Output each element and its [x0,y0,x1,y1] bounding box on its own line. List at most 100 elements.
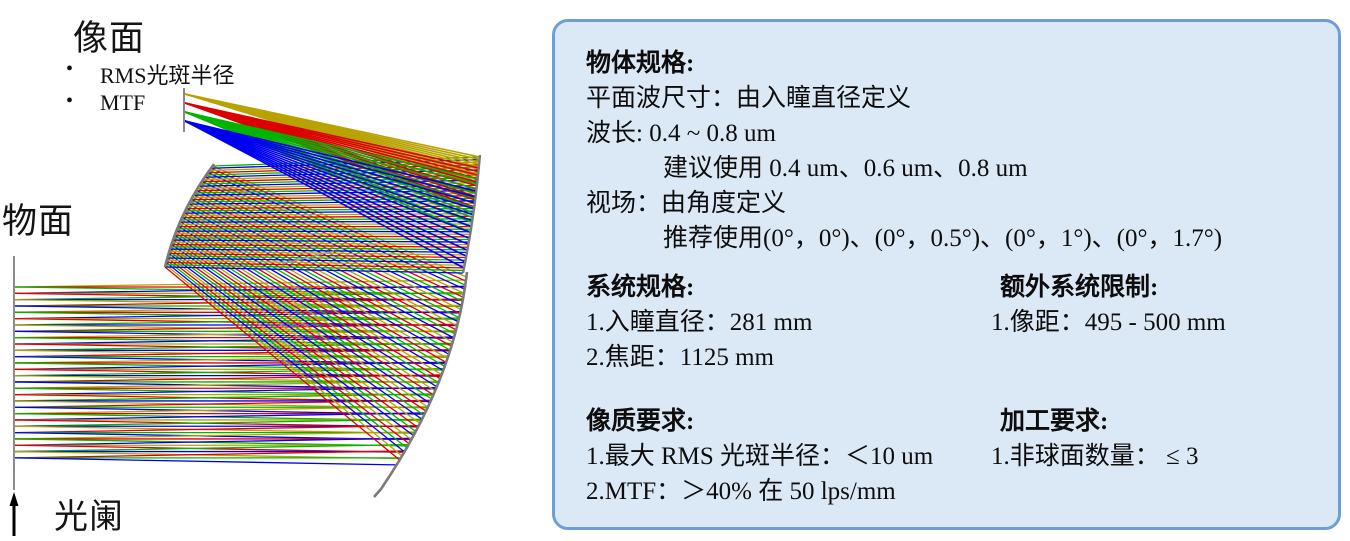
spec-line: 建议使用 0.4 um、0.6 um、0.8 um [663,155,1028,182]
stop-arrow-icon [9,492,19,536]
ray [177,228,436,392]
bullet-label-mtf: MTF [100,90,146,115]
ray [178,226,438,388]
ray [165,264,464,272]
section-lines: 平面波尺寸：由入瞳直径定义 波长: 0.4 ~ 0.8 um 建议使用 0.4 um… [586,81,1222,256]
ray [179,223,439,384]
ray [14,361,447,370]
ray [187,205,451,351]
ray [184,120,467,257]
ray [171,243,468,248]
ray [171,244,423,420]
ray [184,120,468,251]
ray [166,259,408,449]
ray [14,329,456,339]
fabrication-section: 加工要求: 1.非球面数量： ≤ 3 [991,404,1198,474]
ray [196,184,477,192]
spec-line: 1.最大 RMS 光斑半径：＜10 um [586,443,934,470]
ray [181,218,473,221]
ray [14,450,406,459]
bullet-label-rms: RMS光斑半径 [100,63,235,88]
ray [170,246,468,251]
ray [14,323,458,332]
ray [166,259,465,266]
ray [184,120,466,263]
system-spec-section: 系统规格: 1.入瞳直径：281 mm 2.焦距：1125 mm [586,270,812,375]
ray [169,250,467,256]
section-lines: 1.像距：495 - 500 mm [991,305,1226,340]
ray [176,230,471,233]
ray [193,192,477,199]
ray [14,443,409,453]
ray [191,199,455,339]
ray [180,220,473,223]
ray [170,248,467,254]
ray [14,355,449,364]
ray [184,111,478,180]
ray [184,120,475,210]
ray [184,111,478,185]
ray [14,405,429,415]
spec-line: 1.入瞳直径：281 mm [586,309,813,336]
ray [175,232,471,235]
ray [184,120,465,269]
ray [190,201,454,343]
ray [164,266,401,461]
ray [189,203,452,347]
section-lines: 1.最大 RMS 光斑半径：＜10 um 2.MTF：＞40% 在 50 lps/… [586,439,933,509]
ray [14,386,437,396]
spec-line: 推荐使用(0°，0°)、(0°，0.5°)、(0°，1°)、(0°，1.7°) [663,225,1223,252]
ray [182,215,473,219]
object-plane-label: 物面 [2,202,75,241]
image-quality-section: 像质要求: 1.最大 RMS 光斑半径：＜10 um 2.MTF：＞40% 在 5… [586,404,933,509]
ray [170,246,421,424]
section-title: 物体规格: [586,50,695,77]
ray [184,120,474,216]
ray [184,120,477,192]
ray [199,185,461,315]
ray [200,183,462,311]
ray [187,205,475,210]
bullet-item-mtf: • MTF [66,90,145,116]
ray [167,257,410,445]
optical-layout-diagram: 像面 • RMS光斑半径 • MTF 物面 光阑 [0,0,552,541]
stop-label: 光阑 [54,499,124,536]
ray [169,248,419,428]
ray [14,279,467,288]
ray [184,120,476,198]
ray [169,250,417,433]
ray [184,120,470,240]
ray [167,257,466,264]
ray [14,424,419,434]
section-lines: 1.入瞳直径：281 mm 2.焦距：1125 mm [586,305,812,375]
extra-limits-section: 额外系统限制: 1.像距：495 - 500 mm [991,270,1226,340]
ray [168,253,415,437]
section-title: 像质要求: [586,408,695,435]
ray [184,210,474,214]
ray [14,418,423,427]
ray [184,120,469,246]
ray [165,264,403,457]
ray [164,266,464,274]
spec-line: 1.像距：495 - 500 mm [991,309,1226,336]
spec-line: 1.非球面数量： ≤ 3 [991,443,1199,470]
ray [188,202,475,208]
bullet-item-rms: • RMS光斑半径 [66,58,234,90]
ray [14,393,434,402]
surface-edge-line [281,250,335,265]
ray [14,431,416,440]
ray [173,239,469,243]
ray [180,221,441,380]
ray [166,261,465,269]
ray-trace-svg [9,88,482,536]
ray [175,234,470,238]
ray [190,197,476,203]
ray [172,241,425,416]
spec-line: 平面波尺寸：由入瞳直径定义 [586,85,912,112]
image-plane-label: 像面 [73,19,146,58]
section-title: 加工要求: [1000,408,1109,435]
section-title: 系统规格: [586,274,695,301]
ray-bundles [14,93,480,466]
section-title: 额外系统限制: [1000,274,1159,301]
